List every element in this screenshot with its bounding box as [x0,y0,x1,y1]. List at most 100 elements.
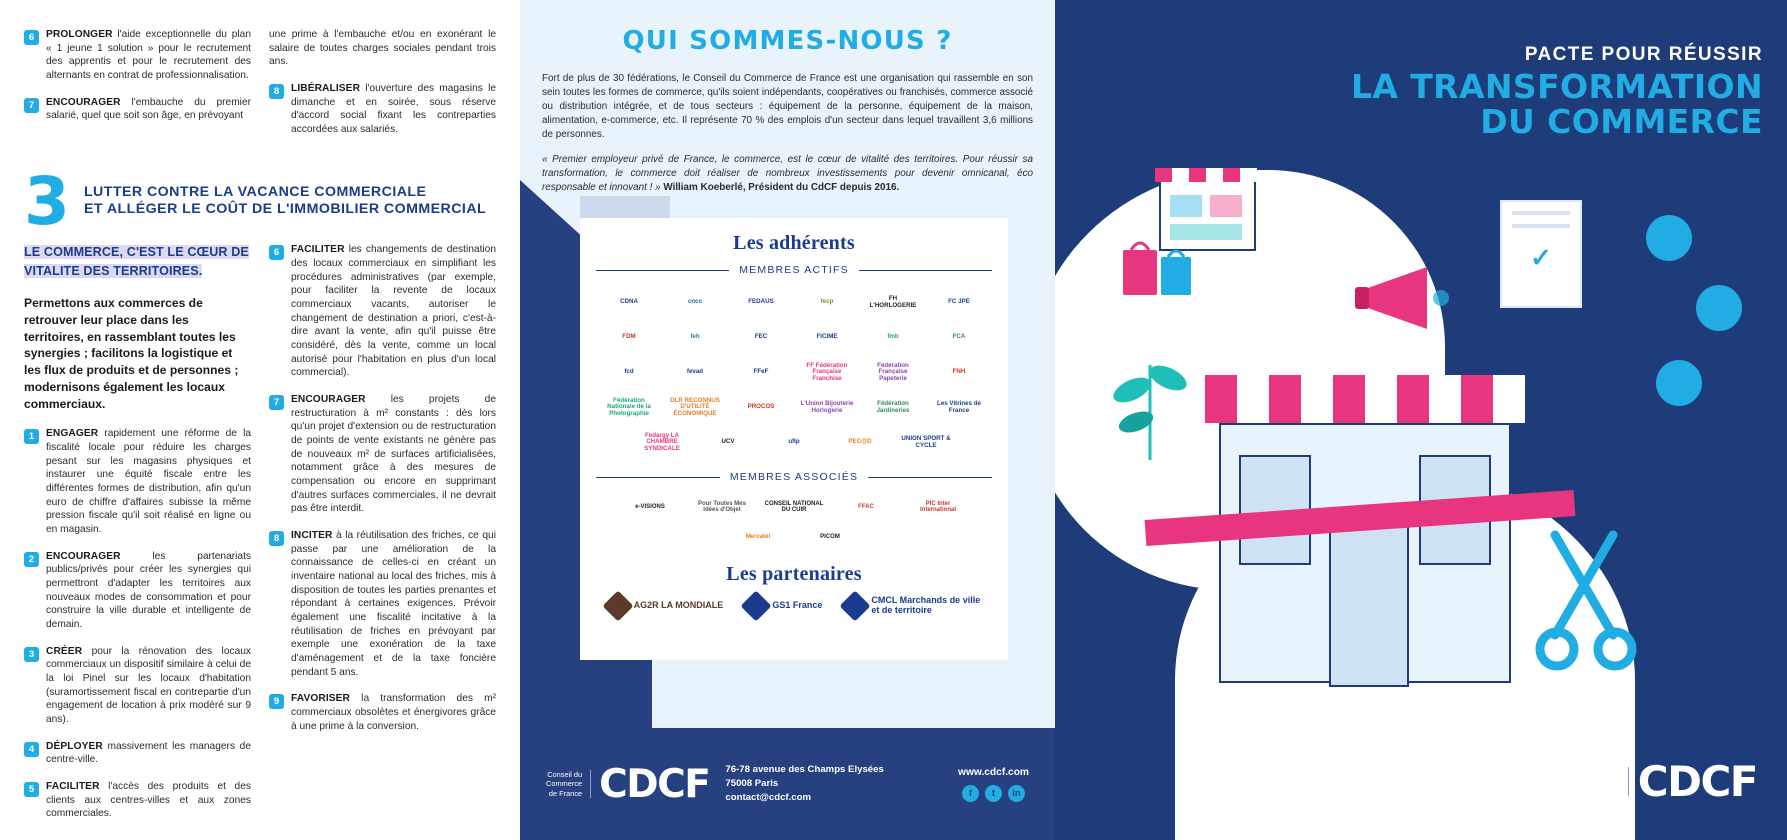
membres-actifs-grid: CDNA cncc FEDAUS fecp FH L'HORLOGERIE FC JPE F… [596,286,992,459]
item-text: DÉPLOYER massivement les managers de cen… [46,740,251,767]
facebook-icon[interactable]: f [962,784,980,802]
section-title-line1: LUTTER CONTRE LA VACANCE COMMERCIALE [83,183,427,200]
cdcf-sub-line2: Commerce [546,779,583,789]
left-column-top: 6 PROLONGER l'aide exceptionnelle du pla… [24,28,251,150]
social-icons: f t in [958,784,1029,802]
member-logo: FEDAUS [748,298,774,306]
item-number: 6 [24,30,39,45]
shop-illustration [1144,375,1637,725]
item-text: FACILITER l'accès des produits et des cl… [46,780,251,821]
partner-mark-icon [602,590,634,622]
list-item: 8 LIBÉRALISER l'ouverture des magasins l… [269,82,496,137]
qui-sommes-nous-heading: QUI SOMMES-NOUS ? [622,26,953,56]
item-body: pour la rénovation des locaux commerciau… [46,645,251,725]
doc-line [1512,224,1570,228]
check-icon: ✓ [1530,242,1552,273]
lead-paragraph: Permettons aux commerces de retrouver le… [24,296,239,411]
item-body: les partenariats publics/privés pour cré… [46,550,251,630]
membres-associes-grid: e-VISIONS Pour Toutes Mes Idées d'Objet CO… [596,493,992,551]
cover-title-small: PACTE POUR RÉUSSIR [1524,44,1763,65]
partenaires-row: AG2R LA MONDIALE GS1 France CMCL Marchands… [596,590,992,622]
linkedin-icon[interactable]: in [1008,784,1026,802]
member-logo: FICIME [816,333,838,341]
item-lead: ENCOURAGER [46,96,121,108]
website-link[interactable]: www.cdcf.com [958,766,1029,778]
list-item: 6 PROLONGER l'aide exceptionnelle du pla… [24,28,251,83]
cdcf-sub-line1: Conseil du [547,769,583,779]
member-logo: Fédération Jardineries [876,400,910,414]
member-logo: PEC@D [848,438,872,446]
member-logo: PICOM [820,533,840,540]
member-logo: FNH [952,368,966,376]
shop-door [1329,515,1409,687]
megaphone-icon [1355,255,1485,350]
divider-line-left [596,269,730,271]
section-heading: 3 LUTTER CONTRE LA VACANCE COMMERCIALE E… [24,168,496,235]
footer-address: 76-78 avenue des Champs Elysées 75008 Pa… [725,763,883,805]
member-logo: FFAC [858,503,874,510]
member-logo: PROCOS [747,403,775,411]
footer-web-column: www.cdcf.com f t in [958,767,1029,802]
partner-logo: CMCL Marchands de ville et de territoire [839,590,981,622]
item-number: 8 [269,84,284,100]
left-column-main: LE COMMERCE, C'EST LE CŒUR DE VITALITE D… [24,243,251,834]
shop-awning [1205,375,1525,423]
item-text: ENCOURAGER les partenariats publics/priv… [46,550,251,632]
center-intro: QUI SOMMES-NOUS ? Fort de plus de 30 féd… [520,0,1055,196]
main-columns: LE COMMERCE, C'EST LE CŒUR DE VITALITE D… [24,243,496,834]
awning-stripe [1397,375,1429,423]
membres-associes-label: MEMBRES ASSOCIÉS [729,471,859,483]
twitter-icon[interactable]: t [985,784,1003,802]
list-item: 7 ENCOURAGER les projets de restructurat… [269,393,496,516]
item-body: les projets de restructuration à m² cons… [291,393,496,515]
member-logo: FEC [754,333,768,341]
partner-logo: AG2R LA MONDIALE [602,590,723,622]
member-logo: FDM [622,333,636,341]
cover-title: PACTE POUR RÉUSSIR LA TRANSFORMATION DU … [1351,44,1763,140]
member-logo: UCV [721,438,735,446]
item-body: rapidement une réforme de la fiscalité l… [46,428,251,535]
cdcf-sub-line3: de France [1586,786,1620,796]
shop-facade [1219,423,1511,687]
member-logo: L'Union Bijouterie Horlogerie [800,400,854,414]
item-lead: INCITER [291,529,333,541]
member-logo: CONSEIL NATIONAL DU CUIR [764,500,824,513]
item-body: l'aide exceptionnelle du plan « 1 jeune … [46,29,251,82]
member-logo: Fédération Nationale de la Photographie [607,396,651,417]
list-item: 5 FACILITER l'accès des produits et des … [24,780,251,821]
list-item: 1 ENGAGER rapidement une réforme de la f… [24,427,251,536]
membres-associes-divider: MEMBRES ASSOCIÉS [596,471,992,483]
item-lead: ENGAGER [46,428,99,440]
item-text: ENCOURAGER les projets de restructuratio… [291,393,496,516]
plant-svg [1113,365,1187,460]
partner-label: GS1 France [772,600,823,611]
awning-stripe [1205,375,1237,423]
item-lead: CRÉER [46,645,83,657]
avatar-bubble-1 [1646,215,1692,261]
item-number: 8 [269,530,284,546]
cdcf-sub-line2: Commerce [1583,776,1620,786]
right-panel: PACTE POUR RÉUSSIR LA TRANSFORMATION DU … [1055,0,1787,840]
member-logo: Pour Toutes Mes Idées d'Objet [698,500,746,513]
member-logo: FCA [952,333,966,341]
item-text: ENCOURAGER l'embauche du premier salarié… [46,96,251,123]
item-lead: PROLONGER [46,29,113,40]
member-logo: FF Fédération Française Franchise [806,361,848,382]
cdcf-wordmark: CDCF [599,761,711,807]
address-email[interactable]: contact@cdcf.com [725,792,811,803]
item-number: 6 [269,245,284,261]
highlight-wrap: LE COMMERCE, C'EST LE CŒUR DE VITALITE D… [24,243,251,280]
member-logo: fecp [820,298,834,306]
member-logo: FFeF [753,368,769,376]
member-logo: FH L'HORLOGERIE [869,295,917,309]
item-lead: ENCOURAGER [291,393,366,405]
plant-icon [1110,330,1190,465]
item-number: 7 [24,97,39,113]
shop-stall-icon [1150,150,1270,265]
member-logo: feh [690,333,700,341]
member-logo: cncc [687,298,703,306]
member-logo: e-VISIONS [635,503,665,510]
cdcf-logo-right: Conseil du Commerce de France CDCF [1583,757,1759,806]
address-line2: 75008 Paris [725,778,779,789]
list-item: 4 DÉPLOYER massivement les managers de c… [24,740,251,767]
